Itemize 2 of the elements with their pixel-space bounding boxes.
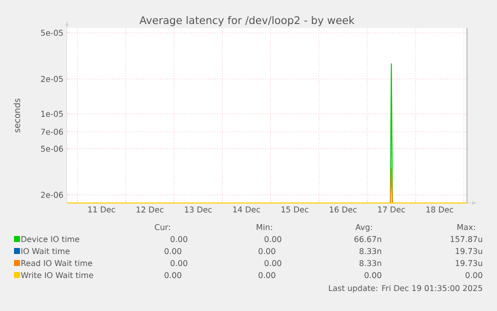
- chart-title: Average latency for /dev/loop2 - by week: [140, 16, 355, 26]
- y-axis-title: seconds: [14, 98, 20, 132]
